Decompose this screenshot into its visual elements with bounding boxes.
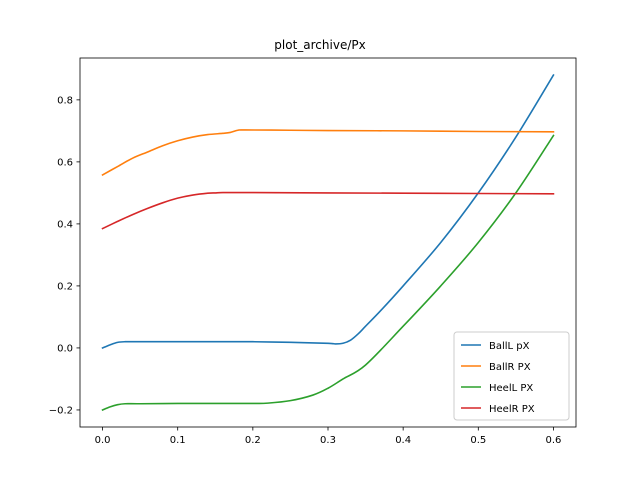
x-tick-label: 0.4	[395, 435, 411, 446]
x-tick-label: 0.3	[320, 435, 336, 446]
y-axis: −0.2 0.0 0.2 0.4 0.6 0.8	[49, 95, 80, 416]
y-tick-label: 0.8	[57, 95, 73, 106]
chart-title: plot_archive/Px	[274, 38, 365, 52]
legend-label: BallR PX	[489, 362, 531, 373]
y-tick-label: 0.4	[57, 219, 73, 230]
x-tick-label: 0.1	[170, 435, 186, 446]
x-tick-label: 0.2	[245, 435, 261, 446]
x-tick-label: 0.6	[546, 435, 562, 446]
legend-box	[453, 331, 570, 421]
y-tick-label: −0.2	[49, 405, 73, 416]
y-tick-label: 0.0	[57, 343, 73, 354]
x-tick-label: 0.0	[95, 435, 111, 446]
legend-label: BallL pX	[489, 341, 530, 352]
x-tick-label: 0.5	[470, 435, 486, 446]
series-line-2	[101, 129, 555, 176]
series-line-1	[101, 73, 555, 349]
legend: BallL pX BallR PX HeelL PX HeelR PX	[453, 331, 570, 421]
legend-label: HeelR PX	[489, 404, 535, 415]
series-line-4	[101, 191, 555, 230]
series-line-3	[101, 134, 555, 411]
series-lines	[101, 73, 555, 411]
y-tick-label: 0.2	[57, 281, 73, 292]
y-tick-label: 0.6	[57, 157, 73, 168]
legend-label: HeelL PX	[489, 383, 533, 394]
x-axis: 0.0 0.1 0.2 0.3 0.4 0.5 0.6	[95, 427, 562, 446]
